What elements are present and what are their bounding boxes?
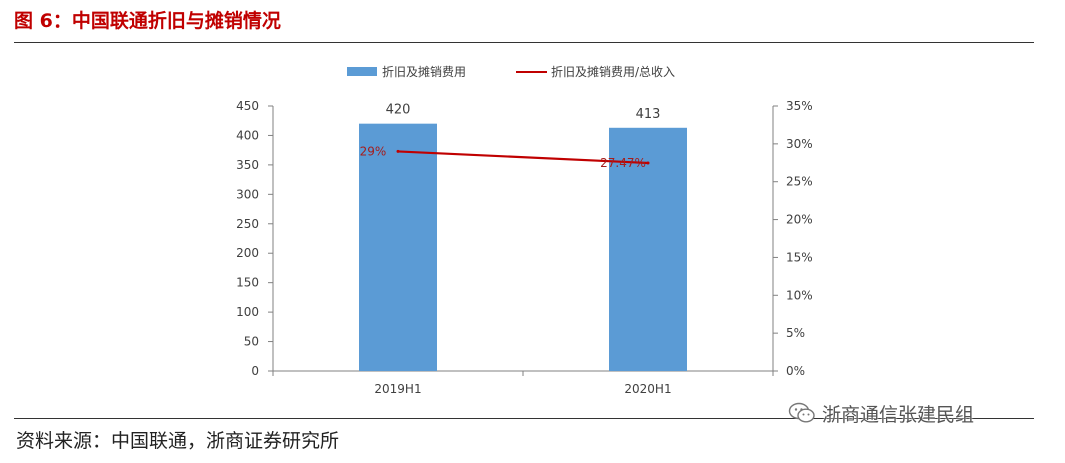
left-axis-tick-label: 250 bbox=[236, 217, 259, 231]
right-axis-tick-label: 30% bbox=[786, 137, 813, 151]
left-axis-tick-label: 150 bbox=[236, 276, 259, 290]
chart-legend: 折旧及摊销费用 折旧及摊销费用/总收入 bbox=[347, 64, 675, 79]
left-axis-tick-label: 400 bbox=[236, 128, 259, 142]
right-axis-tick-label: 0% bbox=[786, 364, 805, 378]
bar bbox=[359, 123, 437, 372]
ratio-data-label: 27.47% bbox=[600, 156, 646, 170]
right-axis-tick-label: 20% bbox=[786, 213, 813, 227]
wechat-icon bbox=[788, 402, 815, 423]
watermark-text: 浙商通信张建民组 bbox=[822, 403, 975, 426]
left-axis-tick-label: 300 bbox=[236, 187, 259, 201]
legend-label-bar: 折旧及摊销费用 bbox=[382, 64, 466, 79]
left-axis-tick-label: 200 bbox=[236, 246, 259, 260]
bar bbox=[609, 127, 687, 372]
legend-swatch-bar bbox=[347, 67, 377, 76]
right-axis-tick-label: 25% bbox=[786, 175, 813, 189]
ratio-point bbox=[396, 149, 400, 153]
figure-title: 图 6：中国联通折旧与摊销情况 bbox=[14, 10, 281, 32]
legend-label-line: 折旧及摊销费用/总收入 bbox=[551, 64, 675, 79]
ratio-line bbox=[397, 150, 649, 165]
left-axis-tick-label: 450 bbox=[236, 99, 259, 113]
right-axis-tick-label: 35% bbox=[786, 99, 813, 113]
right-axis-tick-label: 10% bbox=[786, 288, 813, 302]
left-axis-tick-label: 0 bbox=[251, 364, 259, 378]
bar-data-label: 420 bbox=[386, 103, 411, 118]
source-divider bbox=[14, 418, 1034, 419]
ratio-point bbox=[646, 161, 650, 165]
left-axis-tick-label: 350 bbox=[236, 158, 259, 172]
x-axis-tick-label: 2020H1 bbox=[624, 382, 671, 396]
source-note: 资料来源：中国联通，浙商证券研究所 bbox=[16, 430, 340, 452]
ratio-data-label: 29% bbox=[360, 144, 387, 158]
right-axis-tick-label: 5% bbox=[786, 326, 805, 340]
title-divider bbox=[14, 42, 1034, 43]
right-axis-tick-label: 15% bbox=[786, 250, 813, 264]
bar-data-label: 413 bbox=[636, 107, 661, 122]
left-axis-tick-label: 100 bbox=[236, 305, 259, 319]
left-axis-tick-label: 50 bbox=[244, 335, 259, 349]
watermark: 浙商通信张建民组 bbox=[788, 400, 974, 426]
x-axis-tick-label: 2019H1 bbox=[374, 382, 421, 396]
